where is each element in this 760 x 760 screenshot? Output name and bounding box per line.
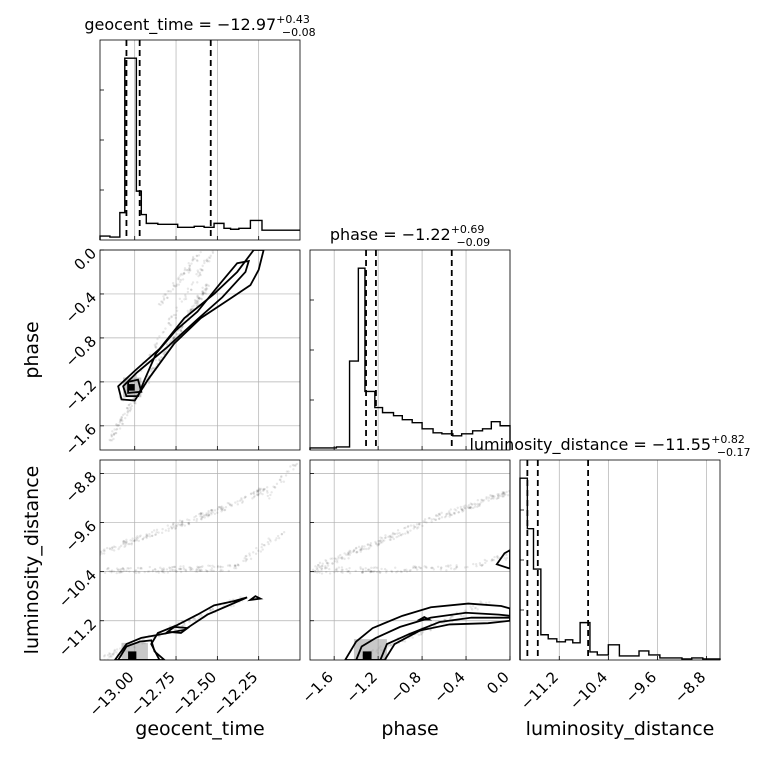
density-fill	[362, 651, 372, 660]
x-axis-label-phase: phase	[381, 718, 438, 740]
y-tick-label: −1.6	[62, 420, 100, 458]
scatter-panel-geocent_time-vs-phase: −1.6 −1.2 −0.8 −0.4 0.0	[62, 244, 301, 459]
contour-level	[117, 639, 166, 660]
contour-level	[113, 596, 248, 660]
title-lower-error: −0.08	[282, 26, 316, 39]
grid-lines	[134, 40, 260, 240]
title-text: geocent_time = −12.97	[84, 15, 276, 35]
y-axis-label-luminosity_distance: luminosity_distance	[21, 466, 43, 655]
panel-frame	[309, 249, 511, 451]
title-geocent_time: geocent_time = −12.97+0.43 −0.08	[84, 13, 315, 39]
y-tick-label: −11.2	[55, 615, 100, 660]
histogram-geocent_time	[99, 57, 300, 240]
grid-lines	[100, 249, 300, 450]
title-upper-error: +0.43	[276, 13, 310, 26]
x-tick-label: −1.2	[342, 668, 380, 706]
title-upper-error: +0.69	[451, 223, 485, 236]
contour-level	[355, 611, 510, 660]
contour-level	[247, 595, 264, 602]
contour-level	[117, 250, 265, 402]
scatter-panel-geocent_time-vs-luminosity_distance: −13.00−12.75−12.50−12.25 −11.2−10.4 −9.6 −8…	[55, 459, 301, 720]
y-tick-label: −0.4	[62, 288, 100, 326]
contour-level	[495, 549, 510, 570]
x-tick-label: −11.2	[517, 668, 562, 713]
x-tick-label: −12.75	[127, 668, 179, 720]
contour-level	[416, 616, 433, 621]
x-tick-label: −1.6	[299, 668, 337, 706]
contour-level	[165, 625, 191, 634]
sample-points	[100, 462, 299, 660]
density-fill	[128, 651, 137, 660]
title-lower-error: −0.09	[456, 236, 490, 249]
title-text: phase = −1.22	[330, 225, 451, 244]
contour-level	[344, 602, 510, 660]
x-tick-label: 0.0	[483, 668, 513, 698]
y-tick-label: 0.0	[70, 244, 100, 274]
panel-frame	[519, 459, 721, 661]
x-tick-label: −0.8	[386, 668, 424, 706]
panel-frame	[99, 39, 301, 241]
sample-points	[310, 489, 510, 660]
contour-level	[122, 259, 251, 398]
title-upper-error: +0.82	[711, 433, 745, 446]
density-fill	[353, 639, 387, 660]
x-axis-label-geocent_time: geocent_time	[135, 718, 264, 740]
x-tick-label: −10.4	[566, 668, 611, 713]
scatter-panel-phase-vs-luminosity_distance: −1.6 −1.2 −0.8 −0.4 0.0	[299, 459, 513, 707]
histogram-panel-phase: phase = −1.22+0.69 −0.09	[309, 223, 511, 451]
density-fill	[128, 384, 135, 391]
x-tick-label: −8.8	[671, 668, 709, 706]
y-tick-label: −9.6	[62, 517, 100, 555]
grid-lines	[100, 460, 300, 660]
title-phase: phase = −1.22+0.69 −0.09	[330, 223, 490, 249]
panel-frame	[99, 459, 301, 661]
y-tick-label: −1.2	[62, 376, 100, 414]
x-tick-label: −0.4	[430, 668, 468, 706]
histogram-panel-luminosity_distance: −11.2 −10.4 −9.6 −8.8 luminosity_distance = …	[469, 433, 750, 713]
histogram-panel-geocent_time: geocent_time = −12.97+0.43 −0.08	[84, 13, 316, 241]
x-tick-label: −9.6	[622, 668, 660, 706]
x-tick-label: −12.50	[168, 668, 220, 720]
y-tick-label: −8.8	[62, 468, 100, 506]
contour-level	[127, 378, 143, 394]
panel-frame	[99, 249, 301, 451]
title-text: luminosity_distance = −11.55	[469, 435, 711, 455]
title-lower-error: −0.17	[717, 446, 751, 459]
grid-lines	[333, 250, 511, 450]
y-tick-label: −0.8	[62, 332, 100, 370]
title-luminosity_distance: luminosity_distance = −11.55+0.82 −0.17	[469, 433, 750, 459]
x-tick-label: −12.25	[210, 668, 262, 720]
histogram-phase	[309, 267, 511, 450]
x-axis-label-luminosity_distance: luminosity_distance	[526, 718, 715, 740]
y-tick-label: −10.4	[55, 566, 100, 611]
y-axis-label-phase: phase	[21, 321, 43, 378]
x-tick-label: −13.00	[86, 668, 138, 720]
grid-lines	[310, 460, 511, 660]
grid-lines	[558, 460, 707, 660]
histogram-luminosity_distance	[519, 477, 721, 660]
panel-frame	[309, 459, 511, 661]
